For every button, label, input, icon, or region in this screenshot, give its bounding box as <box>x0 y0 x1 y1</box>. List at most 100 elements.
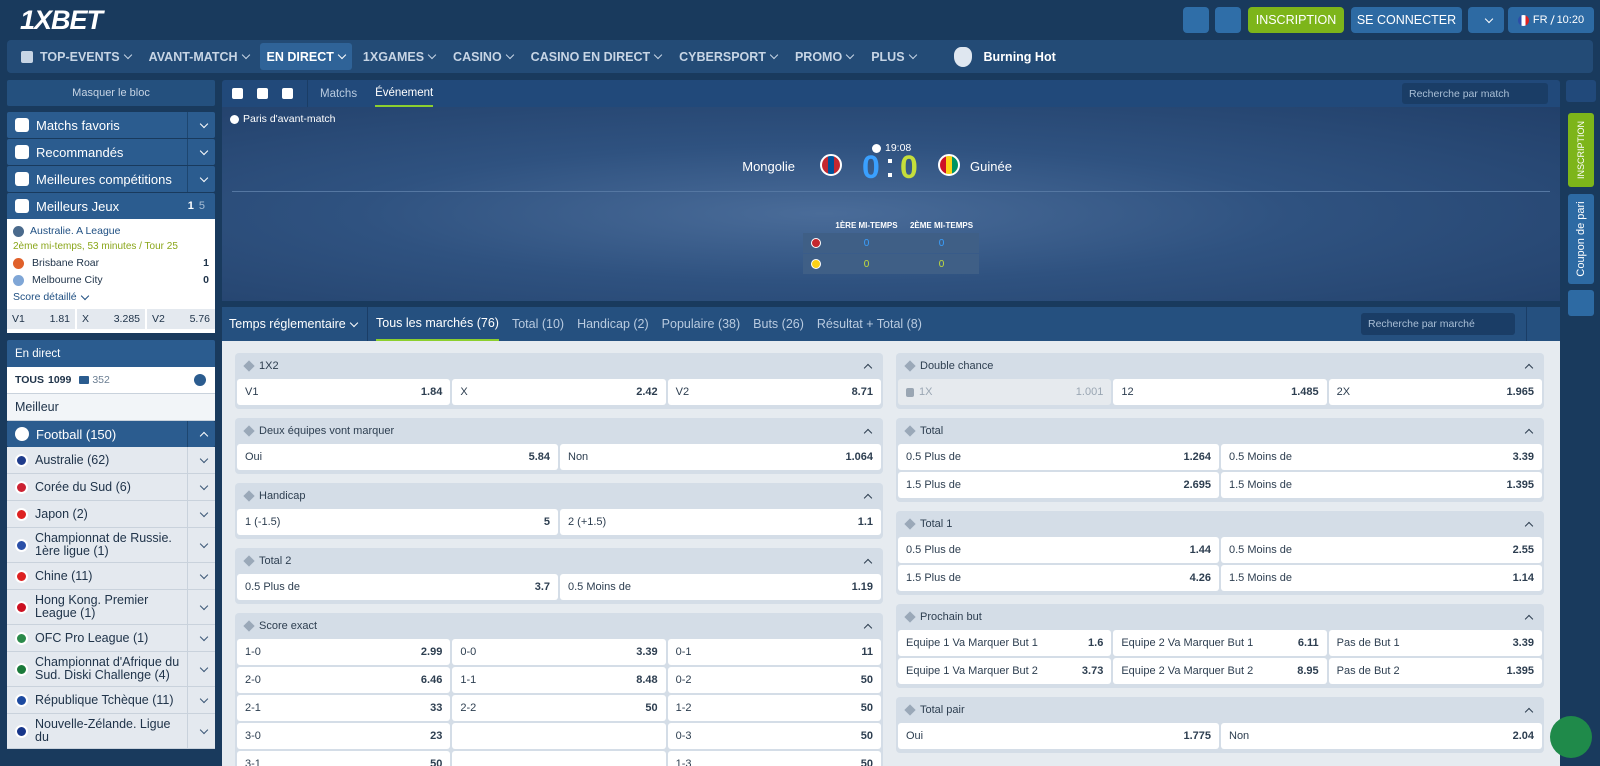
odd-cell[interactable]: 2 (+1.5) 1.1 <box>560 509 881 535</box>
market-tab[interactable]: Total (10) <box>511 317 565 331</box>
odd-cell[interactable]: 0.5 Moins de 1.19 <box>560 574 881 600</box>
login-button[interactable]: SE CONNECTER <box>1351 7 1462 33</box>
odd-cell[interactable]: Non 1.064 <box>560 444 881 470</box>
odd-cell[interactable]: 1 (-1.5) 5 <box>237 509 558 535</box>
odd-cell[interactable]: Equipe 2 Va Marquer But 2 8.95 <box>1113 658 1327 684</box>
country-row[interactable]: Japon (2) <box>7 501 215 528</box>
nav-item[interactable]: PROMO <box>788 43 860 70</box>
country-row[interactable]: Nouvelle-Zélande. Ligue du <box>7 714 215 749</box>
odd-cell[interactable]: Non 2.04 <box>1221 723 1542 749</box>
nav-item[interactable]: AVANT-MATCH <box>142 43 256 70</box>
sport-row[interactable]: Football (150) <box>7 421 215 447</box>
odd-cell[interactable]: 0.5 Plus de 3.7 <box>237 574 558 600</box>
language-button[interactable]: FR 10:20 <box>1508 7 1594 33</box>
market-search[interactable]: Recherche par marché <box>1361 313 1515 335</box>
country-row[interactable]: République Tchèque (11) <box>7 687 215 714</box>
collapse[interactable] <box>860 622 873 634</box>
collapse[interactable] <box>860 557 873 569</box>
score-details[interactable]: Score détaillé <box>13 291 209 303</box>
promo-link[interactable]: Burning Hot <box>947 43 1063 70</box>
odd-cell[interactable]: 1.5 Plus de 4.26 <box>898 565 1219 591</box>
odd-cell[interactable]: 1-1 8.48 <box>452 667 666 693</box>
collapse[interactable] <box>1521 706 1534 718</box>
odd-cell[interactable]: V1 1.81 <box>7 309 75 329</box>
odd-cell[interactable]: 2X 1.965 <box>1328 379 1542 405</box>
country-row[interactable]: Championnat d'Afrique du Sud. Diski Chal… <box>7 652 215 687</box>
odd-cell[interactable]: 2-0 6.46 <box>237 667 451 693</box>
odd-cell[interactable]: Oui 1.775 <box>898 723 1219 749</box>
collapse[interactable] <box>860 427 873 439</box>
odd-cell[interactable]: 0-1 11 <box>667 639 881 665</box>
country-row[interactable]: Australie (62) <box>7 447 215 474</box>
market-tab[interactable]: Tous les marchés (76) <box>376 307 499 341</box>
odd-cell[interactable]: 1.5 Moins de 1.395 <box>1221 472 1542 498</box>
odd-cell[interactable]: V1 1.84 <box>237 379 451 405</box>
country-row[interactable]: Championnat de Russie. 1ère ligue (1) <box>7 528 215 563</box>
odd-cell[interactable]: Pas de But 1 3.39 <box>1328 630 1542 656</box>
odd-cell[interactable]: 12 1.485 <box>1113 379 1327 405</box>
nav-item[interactable]: CASINO <box>446 43 520 70</box>
odd-cell[interactable]: 1.5 Moins de 1.14 <box>1221 565 1542 591</box>
collapse-tabs[interactable] <box>1526 307 1560 341</box>
nav-item[interactable]: 1XGAMES <box>356 43 442 70</box>
period-select[interactable]: Temps réglementaire <box>222 307 368 341</box>
odd-cell[interactable]: V2 8.71 <box>667 379 881 405</box>
odd-cell[interactable]: X 3.285 <box>77 309 145 329</box>
collapse[interactable] <box>1521 520 1534 532</box>
odd-cell[interactable]: 3-0 23 <box>237 723 451 749</box>
register-button[interactable]: INSCRIPTION <box>1248 7 1344 33</box>
chat-button[interactable] <box>1550 716 1592 758</box>
match-search[interactable]: Recherche par match <box>1402 83 1548 104</box>
logo[interactable]: 1XBET <box>20 5 103 35</box>
odd-cell[interactable]: 2-1 33 <box>237 695 451 721</box>
odd-cell[interactable]: 1-3 50 <box>667 751 881 766</box>
market-tab[interactable]: Buts (26) <box>753 317 804 331</box>
odd-cell[interactable]: 0-0 3.39 <box>452 639 666 665</box>
gift-button[interactable] <box>1183 7 1209 33</box>
odd-cell[interactable]: 3-1 50 <box>237 751 451 766</box>
market-tab[interactable]: Résultat + Total (8) <box>816 317 922 331</box>
menu-item[interactable]: Recommandés <box>7 139 215 165</box>
nav-item[interactable]: CASINO EN DIRECT <box>524 43 668 70</box>
odd-cell[interactable]: 0.5 Plus de 1.44 <box>898 537 1219 563</box>
odd-cell[interactable]: V2 5.76 <box>147 309 215 329</box>
sport-icon[interactable] <box>257 88 268 99</box>
country-row[interactable]: Corée du Sud (6) <box>7 474 215 501</box>
odd-cell[interactable]: 0.5 Moins de 2.55 <box>1221 537 1542 563</box>
market-tab[interactable]: Handicap (2) <box>577 317 649 331</box>
country-row[interactable]: Hong Kong. Premier League (1) <box>7 590 215 625</box>
deposit-button[interactable] <box>1215 7 1241 33</box>
nav-item[interactable]: TOP-EVENTS <box>14 43 138 70</box>
odd-cell[interactable]: 0.5 Moins de 3.39 <box>1221 444 1542 470</box>
settings-button[interactable] <box>1468 7 1504 33</box>
odd-cell[interactable]: 0.5 Plus de 1.264 <box>898 444 1219 470</box>
rail-coupon[interactable]: Coupon de pari <box>1568 194 1594 284</box>
menu-item[interactable]: Matchs favoris <box>7 112 215 138</box>
collapse[interactable] <box>860 362 873 374</box>
odd-cell[interactable]: Pas de But 2 1.395 <box>1328 658 1542 684</box>
collapse[interactable] <box>860 492 873 504</box>
odd-cell[interactable]: X 2.42 <box>452 379 666 405</box>
odd-cell[interactable]: 2-2 50 <box>452 695 666 721</box>
menu-item[interactable]: Meilleures compétitions <box>7 166 215 192</box>
odd-cell[interactable]: Equipe 2 Va Marquer But 1 6.11 <box>1113 630 1327 656</box>
odd-cell[interactable]: Oui 5.84 <box>237 444 558 470</box>
rail-register[interactable]: INSCRIPTION <box>1568 113 1594 187</box>
country-row[interactable]: Chine (11) <box>7 563 215 590</box>
country-row[interactable]: OFC Pro League (1) <box>7 625 215 652</box>
nav-item[interactable]: EN DIRECT <box>259 43 352 70</box>
rail-ticket[interactable] <box>1568 290 1594 316</box>
nav-item[interactable]: CYBERSPORT <box>672 43 784 70</box>
market-tab[interactable]: Populaire (38) <box>661 317 741 331</box>
home-icon[interactable] <box>232 88 243 99</box>
odd-cell[interactable]: 1-2 50 <box>667 695 881 721</box>
collapse[interactable] <box>1521 362 1534 374</box>
odd-cell[interactable]: 1-0 2.99 <box>237 639 451 665</box>
odd-cell[interactable]: 0-2 50 <box>667 667 881 693</box>
odd-cell[interactable]: Equipe 1 Va Marquer But 2 3.73 <box>898 658 1112 684</box>
collapse[interactable] <box>1521 427 1534 439</box>
breadcrumb-matches[interactable]: Matchs <box>320 87 358 100</box>
collapse-sidebar[interactable] <box>1566 80 1596 102</box>
trophy-icon[interactable] <box>282 88 293 99</box>
odd-cell[interactable]: Equipe 1 Va Marquer But 1 1.6 <box>898 630 1112 656</box>
